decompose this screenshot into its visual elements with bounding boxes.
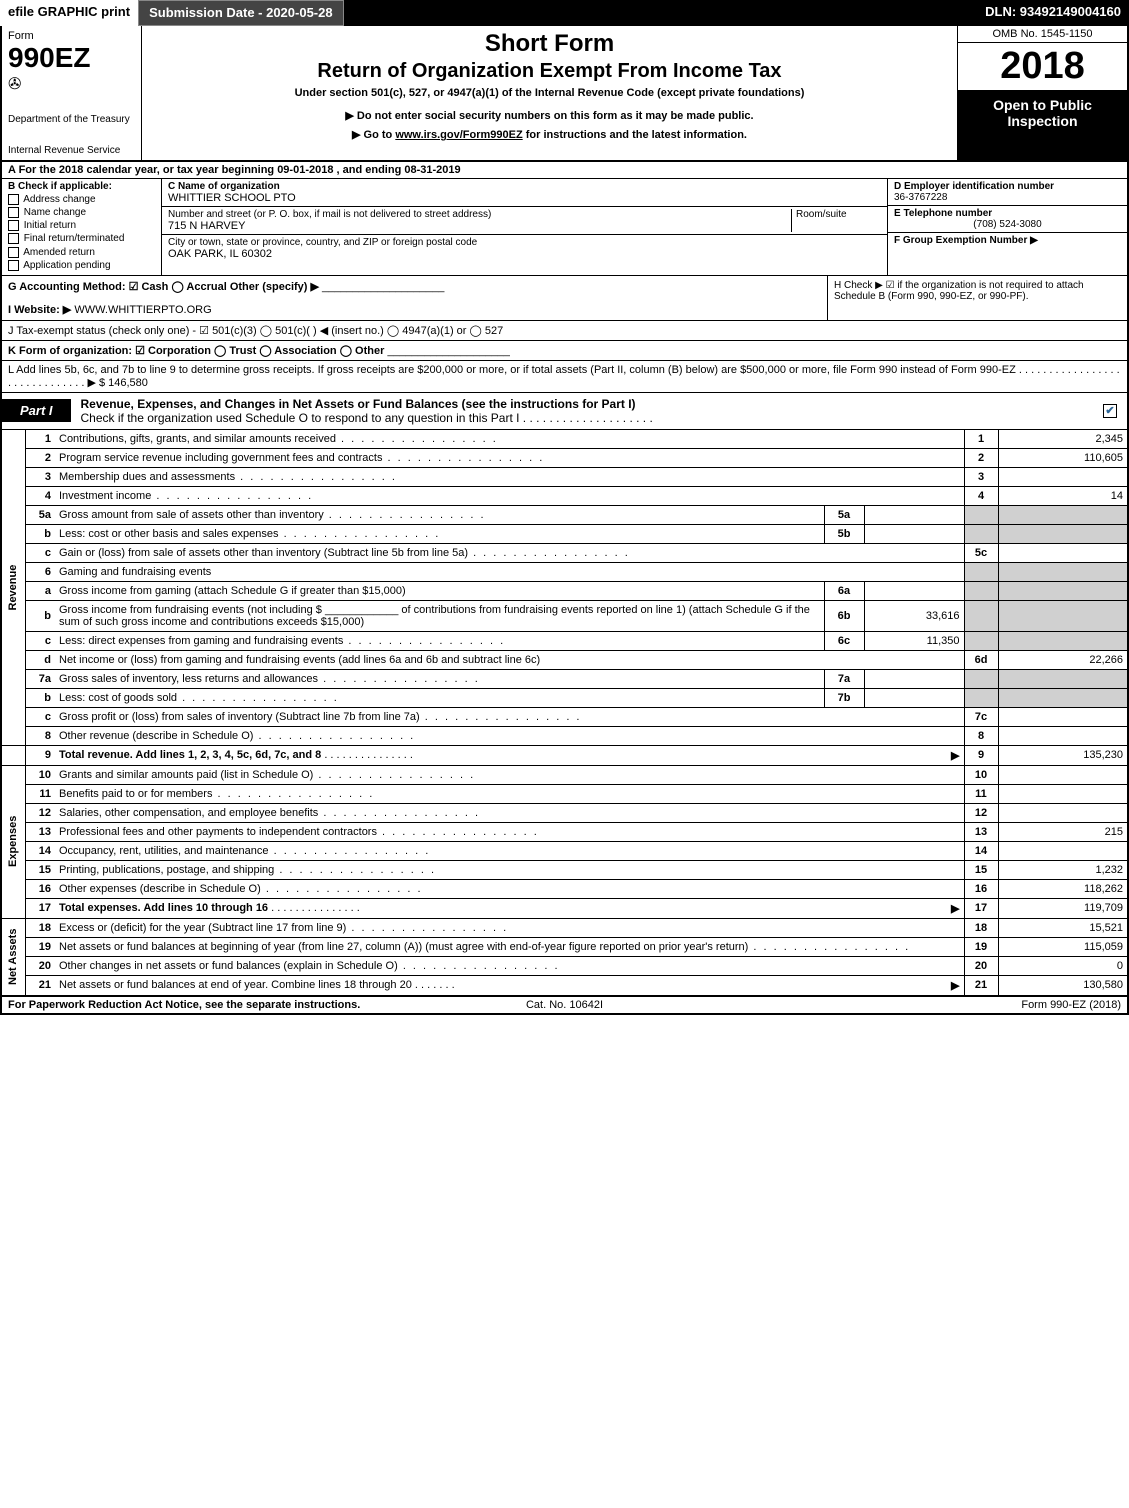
footer-left: For Paperwork Reduction Act Notice, see … <box>8 999 379 1011</box>
line-21: 21 Net assets or fund balances at end of… <box>1 975 1128 995</box>
top-bar: efile GRAPHIC print Submission Date - 20… <box>0 0 1129 26</box>
line-7c: c Gross profit or (loss) from sales of i… <box>1 707 1128 726</box>
line-9: 9 Total revenue. Add lines 1, 2, 3, 4, 5… <box>1 745 1128 765</box>
line-5c: c Gain or (loss) from sale of assets oth… <box>1 543 1128 562</box>
return-title: Return of Organization Exempt From Incom… <box>152 60 947 83</box>
phone: (708) 524-3080 <box>894 219 1121 230</box>
form-word: Form <box>8 30 135 42</box>
chk-initial[interactable]: Initial return <box>8 220 155 231</box>
short-form: Short Form <box>152 30 947 58</box>
row-l: L Add lines 5b, 6c, and 7b to line 9 to … <box>0 361 1129 393</box>
goto-post: for instructions and the latest informat… <box>523 129 747 141</box>
line-5a: 5a Gross amount from sale of assets othe… <box>1 505 1128 524</box>
city-label: City or town, state or province, country… <box>168 237 477 248</box>
street-address: 715 N HARVEY <box>168 220 245 232</box>
line-13: 13 Professional fees and other payments … <box>1 822 1128 841</box>
line-15: 15 Printing, publications, postage, and … <box>1 860 1128 879</box>
part1-title: Revenue, Expenses, and Changes in Net As… <box>81 397 636 411</box>
part1-bar: Part I Revenue, Expenses, and Changes in… <box>0 393 1129 430</box>
website[interactable]: WWW.WHITTIERPTO.ORG <box>74 304 211 316</box>
part1-check-icon[interactable]: ✔ <box>1103 404 1117 418</box>
line-6b: b Gross income from fundraising events (… <box>1 600 1128 631</box>
addr-label: Number and street (or P. O. box, if mail… <box>168 209 491 220</box>
row-g-h: G Accounting Method: ☑ Cash ◯ Accrual Ot… <box>0 276 1129 321</box>
line-18: Net Assets 18 Excess or (deficit) for th… <box>1 918 1128 937</box>
footer-cat: Cat. No. 10642I <box>379 999 750 1011</box>
line-1: Revenue 1 Contributions, gifts, grants, … <box>1 430 1128 449</box>
e-label: E Telephone number <box>894 208 992 219</box>
line-8: 8 Other revenue (describe in Schedule O)… <box>1 726 1128 745</box>
under-section: Under section 501(c), 527, or 4947(a)(1)… <box>152 87 947 99</box>
revenue-label: Revenue <box>1 430 25 746</box>
line-6d: d Net income or (loss) from gaming and f… <box>1 650 1128 669</box>
chk-name[interactable]: Name change <box>8 207 155 218</box>
chk-amended[interactable]: Amended return <box>8 247 155 258</box>
line-5b: b Less: cost or other basis and sales ex… <box>1 524 1128 543</box>
line-4: 4 Investment income 4 14 <box>1 486 1128 505</box>
line-14: 14 Occupancy, rent, utilities, and maint… <box>1 841 1128 860</box>
dept-treasury: Department of the Treasury <box>8 114 135 125</box>
org-name: WHITTIER SCHOOL PTO <box>168 192 881 204</box>
ein: 36-3767228 <box>894 192 947 203</box>
open-public: Open to Public Inspection <box>958 91 1127 160</box>
row-a-tax-year: A For the 2018 calendar year, or tax yea… <box>0 162 1129 179</box>
b-label: B Check if applicable: <box>8 181 155 192</box>
tax-year: 2018 <box>958 43 1127 91</box>
lines-table: Revenue 1 Contributions, gifts, grants, … <box>0 430 1129 996</box>
part1-sub: Check if the organization used Schedule … <box>81 411 653 425</box>
i-label: I Website: ▶ <box>8 304 71 316</box>
h-check: H Check ▶ ☑ if the organization is not r… <box>827 276 1127 320</box>
submission-date: Submission Date - 2020-05-28 <box>138 0 344 26</box>
line-6: 6 Gaming and fundraising events <box>1 562 1128 581</box>
efile-label[interactable]: efile GRAPHIC print <box>0 0 138 26</box>
goto-link[interactable]: www.irs.gov/Form990EZ <box>395 129 522 141</box>
footer-form: Form 990-EZ (2018) <box>750 999 1121 1011</box>
line-10: Expenses 10 Grants and similar amounts p… <box>1 765 1128 784</box>
dln: DLN: 93492149004160 <box>977 0 1129 26</box>
line-19: 19 Net assets or fund balances at beginn… <box>1 937 1128 956</box>
form-number: 990EZ <box>8 42 135 74</box>
row-j: J Tax-exempt status (check only one) - ☑… <box>0 321 1129 341</box>
line-2: 2 Program service revenue including gove… <box>1 448 1128 467</box>
f-label: F Group Exemption Number ▶ <box>894 235 1038 246</box>
form-header: Form 990EZ ✇ Department of the Treasury … <box>0 26 1129 162</box>
part1-label: Part I <box>2 399 71 422</box>
goto-pre: ▶ Go to <box>352 129 395 141</box>
line-3: 3 Membership dues and assessments 3 <box>1 467 1128 486</box>
entity-block: B Check if applicable: Address change Na… <box>0 179 1129 276</box>
line-17: 17 Total expenses. Add lines 10 through … <box>1 898 1128 918</box>
chk-final[interactable]: Final return/terminated <box>8 233 155 244</box>
room-suite: Room/suite <box>791 209 881 232</box>
g-accounting: G Accounting Method: ☑ Cash ◯ Accrual Ot… <box>8 280 821 293</box>
goto-line: ▶ Go to www.irs.gov/Form990EZ for instru… <box>152 128 947 141</box>
netassets-label: Net Assets <box>1 918 25 995</box>
line-20: 20 Other changes in net assets or fund b… <box>1 956 1128 975</box>
irs: Internal Revenue Service <box>8 145 135 156</box>
line-12: 12 Salaries, other compensation, and emp… <box>1 803 1128 822</box>
row-k: K Form of organization: ☑ Corporation ◯ … <box>0 341 1129 361</box>
line-16: 16 Other expenses (describe in Schedule … <box>1 879 1128 898</box>
line-7a: 7a Gross sales of inventory, less return… <box>1 669 1128 688</box>
city-state-zip: OAK PARK, IL 60302 <box>168 248 272 260</box>
chk-address[interactable]: Address change <box>8 194 155 205</box>
d-label: D Employer identification number <box>894 181 1054 192</box>
line-11: 11 Benefits paid to or for members 11 <box>1 784 1128 803</box>
line-6a: a Gross income from gaming (attach Sched… <box>1 581 1128 600</box>
expenses-label: Expenses <box>1 765 25 918</box>
line-6c: c Less: direct expenses from gaming and … <box>1 631 1128 650</box>
footer: For Paperwork Reduction Act Notice, see … <box>0 996 1129 1015</box>
omb: OMB No. 1545-1150 <box>958 26 1127 43</box>
line-7b: b Less: cost of goods sold 7b <box>1 688 1128 707</box>
do-not-ssn: ▶ Do not enter social security numbers o… <box>152 109 947 122</box>
c-label: C Name of organization <box>168 181 881 192</box>
chk-pending[interactable]: Application pending <box>8 260 155 271</box>
